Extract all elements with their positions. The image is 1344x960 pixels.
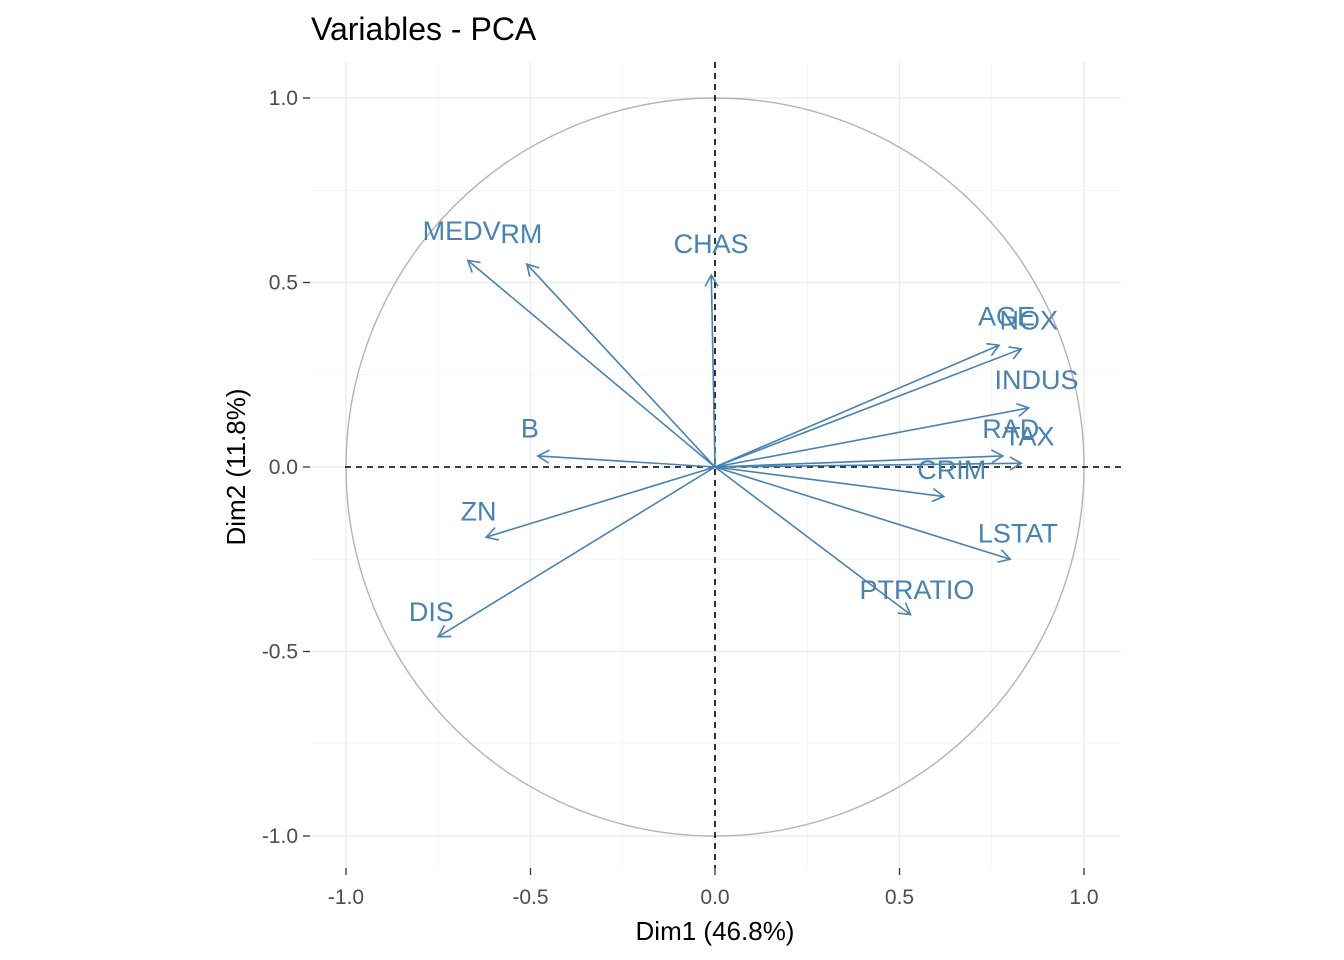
y-tick-label: 0.0 — [269, 456, 298, 479]
variable-label-lstat: LSTAT — [978, 518, 1058, 548]
x-tick-label: -1.0 — [328, 886, 364, 909]
arrow-shaft — [485, 466, 716, 538]
arrow-crim — [714, 466, 946, 503]
arrow-shaft — [714, 462, 1022, 468]
arrow-shaft — [714, 466, 1011, 561]
arrow-head — [704, 273, 719, 287]
y-axis-title: Dim2 (11.8%) — [221, 388, 251, 545]
arrow-head — [986, 342, 1001, 357]
arrow-age — [714, 342, 1001, 468]
arrow-shaft — [710, 275, 716, 468]
y-tick-label: -0.5 — [262, 641, 298, 664]
variable-arrows — [436, 259, 1031, 638]
arrow-head — [525, 262, 540, 277]
y-tick-label: 0.5 — [269, 272, 298, 295]
variable-label-rad: RAD — [982, 414, 1039, 444]
arrow-shaft — [526, 263, 716, 468]
arrow-shaft — [714, 455, 1003, 468]
x-axis-title: Dim1 (46.8%) — [636, 916, 795, 946]
arrow-chas — [704, 273, 719, 468]
arrow-head — [466, 259, 481, 273]
chart-title: Variables - PCA — [311, 11, 537, 47]
arrow-medv — [466, 259, 716, 468]
variable-label-chas: CHAS — [674, 229, 749, 259]
arrow-tax — [714, 456, 1023, 471]
arrow-head — [484, 527, 500, 541]
variable-label-dis: DIS — [409, 597, 454, 627]
y-tick-label: -1.0 — [262, 825, 298, 848]
x-tick-label: 0.0 — [700, 886, 729, 909]
variable-label-indus: INDUS — [995, 365, 1079, 395]
arrow-shaft — [437, 466, 716, 638]
x-tick-label: -0.5 — [512, 886, 548, 909]
arrow-indus — [714, 402, 1031, 468]
axes: -1.0 -0.5 0.0 0.5 1.0 -1.0 -0.5 0.0 0.5 1.0 — [262, 87, 1099, 909]
arrow-shaft — [714, 344, 1000, 468]
variable-label-rm: RM — [500, 219, 542, 249]
x-tick-label: 1.0 — [1069, 886, 1098, 909]
arrow-lstat — [714, 466, 1012, 563]
variable-label-medv: MEDV — [423, 216, 501, 246]
variable-label-ptratio: PTRATIO — [859, 575, 974, 605]
arrow-shaft — [537, 455, 716, 468]
arrow-shaft — [467, 259, 716, 468]
arrow-shaft — [714, 466, 944, 498]
arrow-head — [1009, 456, 1023, 471]
arrow-rm — [525, 262, 716, 468]
arrow-head — [897, 602, 912, 616]
arrow-head — [990, 449, 1005, 464]
arrow-shaft — [714, 407, 1029, 468]
arrow-head — [997, 549, 1012, 563]
arrow-nox — [714, 346, 1023, 468]
arrow-head — [536, 449, 550, 464]
variable-label-b: B — [521, 414, 539, 444]
variable-label-crim: CRIM — [917, 455, 986, 485]
arrow-head — [931, 487, 946, 503]
arrow-head — [1008, 346, 1023, 360]
arrow-head — [1016, 402, 1031, 418]
arrow-b — [536, 449, 716, 468]
variable-label-nox: NOX — [999, 305, 1058, 335]
x-tick-label: 0.5 — [885, 886, 914, 909]
arrow-zn — [484, 466, 716, 541]
arrow-head — [436, 624, 452, 638]
variable-label-tax: TAX — [1004, 421, 1055, 451]
arrow-shaft — [714, 348, 1022, 468]
arrow-rad — [714, 449, 1005, 468]
arrow-shaft — [714, 466, 912, 616]
variable-label-zn: ZN — [461, 496, 497, 526]
arrow-ptratio — [714, 466, 912, 616]
zero-lines — [345, 62, 1121, 868]
variable-label-age: AGE — [978, 302, 1035, 332]
y-tick-label: 1.0 — [269, 87, 298, 110]
arrow-dis — [436, 466, 716, 638]
